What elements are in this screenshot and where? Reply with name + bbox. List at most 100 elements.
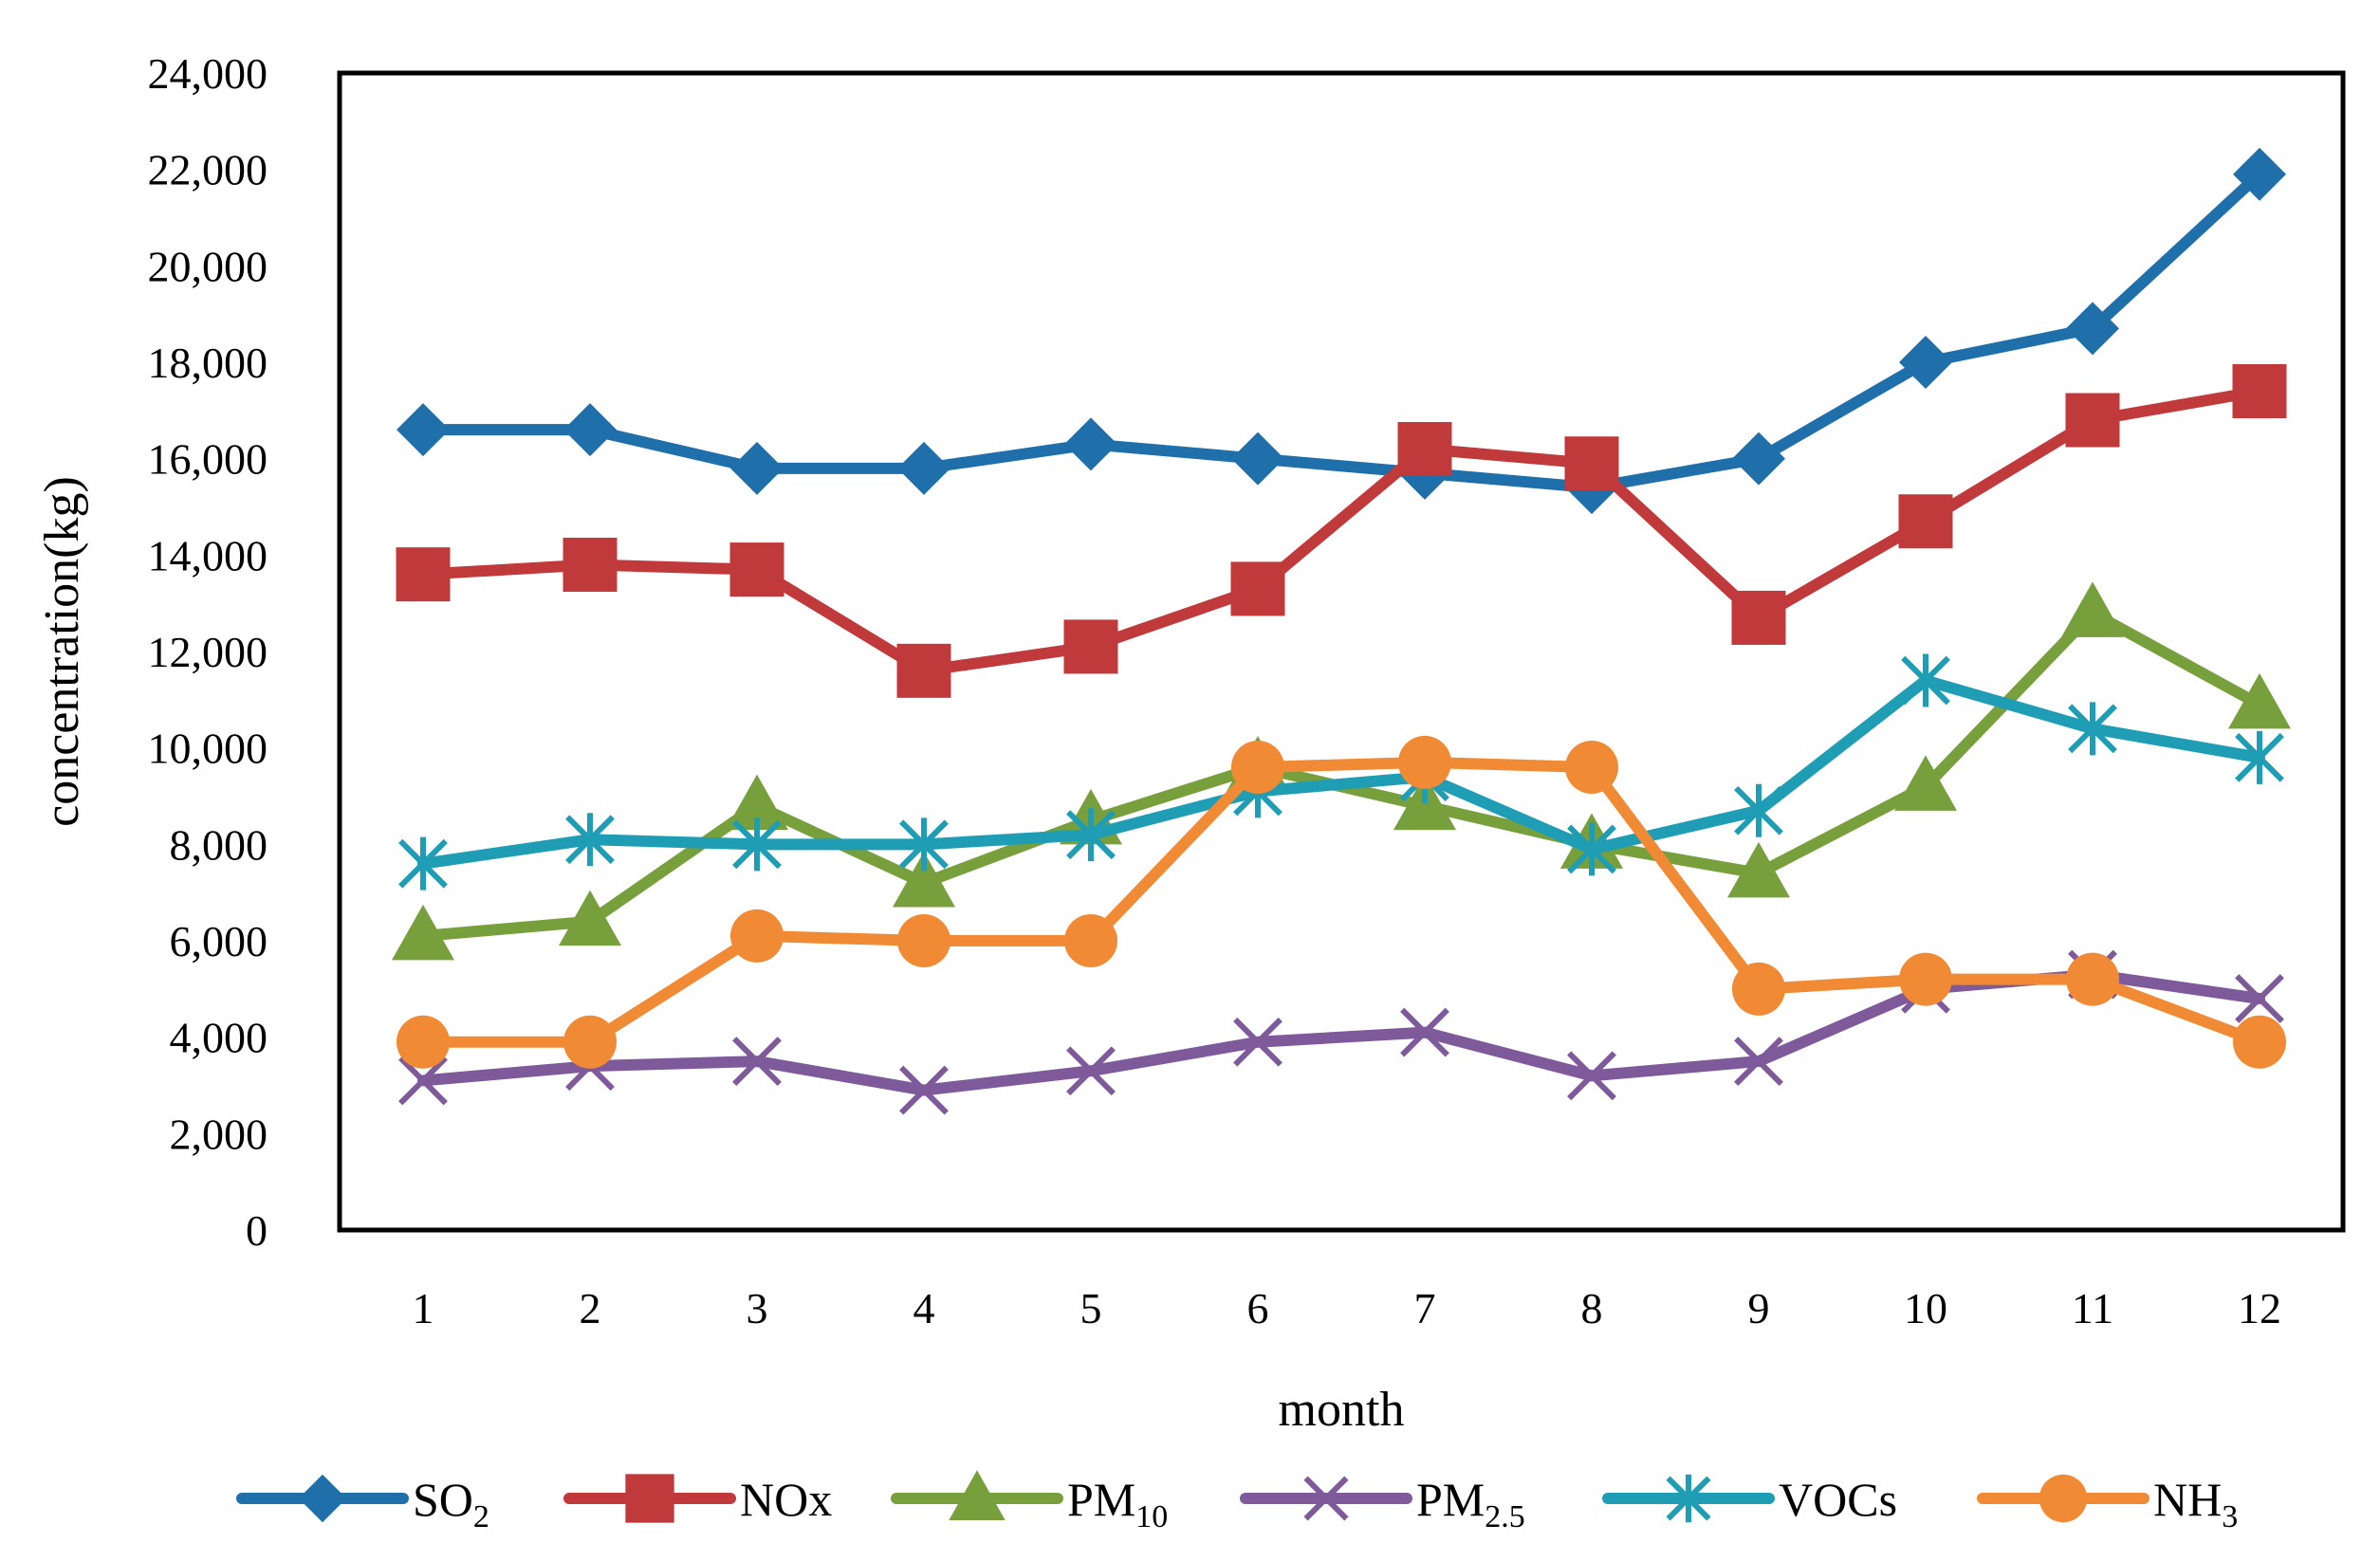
y-tick-label: 24,000 bbox=[148, 49, 268, 98]
data-point bbox=[2065, 393, 2120, 448]
series-line bbox=[417, 385, 2265, 677]
data-point bbox=[1899, 336, 1952, 389]
x-tick-label: 6 bbox=[1247, 1284, 1269, 1332]
data-point bbox=[2235, 974, 2284, 1023]
legend-label: NH3 bbox=[2153, 1473, 2238, 1534]
legend-marker bbox=[2039, 1474, 2088, 1523]
data-point bbox=[1064, 417, 1117, 471]
data-point bbox=[2233, 147, 2286, 201]
data-point bbox=[2235, 730, 2284, 784]
legend-label-main: PM bbox=[1067, 1473, 1135, 1526]
series-line bbox=[417, 756, 2265, 1048]
legend-marker bbox=[949, 1470, 1006, 1520]
legend: SO2 NOx PM10 PM2.5 VOCs NH3 bbox=[236, 1470, 2238, 1534]
series-nox bbox=[396, 364, 2287, 698]
series-line bbox=[417, 168, 2265, 494]
data-point bbox=[1231, 432, 1284, 486]
y-axis-title: concentration(kg) bbox=[35, 476, 89, 827]
data-point bbox=[732, 817, 782, 872]
x-tick-label: 1 bbox=[413, 1284, 434, 1332]
data-point bbox=[1734, 1037, 1783, 1087]
plot-area-frame bbox=[337, 70, 2346, 1233]
legend-item: VOCs bbox=[1602, 1473, 1897, 1526]
legend-item: PM2.5 bbox=[1240, 1473, 1525, 1534]
legend-label-main: SO bbox=[413, 1473, 473, 1526]
legend-label-sub: 3 bbox=[2222, 1499, 2238, 1534]
y-axis: 0 2,000 4,000 6,000 8,000 10,000 12,000 14,000 1… bbox=[148, 49, 268, 1255]
data-point bbox=[1063, 619, 1118, 674]
series-layer bbox=[392, 147, 2291, 1115]
data-point bbox=[1734, 783, 1783, 837]
y-tick-label: 0 bbox=[246, 1206, 268, 1255]
legend-label: PM10 bbox=[1067, 1473, 1168, 1534]
data-point bbox=[899, 1065, 949, 1115]
data-point bbox=[730, 441, 784, 495]
data-point bbox=[1894, 755, 1957, 811]
data-point bbox=[1732, 432, 1785, 486]
y-tick-label: 2,000 bbox=[170, 1110, 268, 1158]
data-point bbox=[730, 909, 784, 963]
legend-label-main: NH bbox=[2153, 1473, 2222, 1526]
legend-label: PM2.5 bbox=[1416, 1473, 1525, 1534]
data-point bbox=[2233, 1015, 2286, 1069]
x-tick-label: 12 bbox=[2238, 1284, 2281, 1332]
x-tick-label: 10 bbox=[1904, 1284, 1947, 1332]
series-pm10 bbox=[392, 581, 2291, 961]
data-point bbox=[896, 643, 951, 698]
y-tick-label: 14,000 bbox=[148, 531, 268, 579]
data-point bbox=[1901, 653, 1950, 707]
legend-label: NOx bbox=[740, 1473, 832, 1526]
data-point bbox=[893, 852, 955, 908]
series-nh3 bbox=[397, 735, 2286, 1069]
data-point bbox=[1231, 741, 1284, 794]
data-point bbox=[392, 904, 454, 961]
series-line bbox=[417, 674, 2265, 870]
legend-label: VOCs bbox=[1779, 1473, 1897, 1526]
data-point bbox=[1567, 1051, 1616, 1101]
y-tick-label: 18,000 bbox=[148, 339, 268, 387]
x-axis: 1 2 3 4 5 6 7 8 9 10 11 12 bbox=[413, 1284, 2282, 1332]
data-point bbox=[398, 836, 448, 891]
y-tick-label: 16,000 bbox=[148, 435, 268, 484]
y-tick-label: 8,000 bbox=[170, 820, 268, 869]
data-point bbox=[563, 538, 618, 592]
x-tick-label: 7 bbox=[1414, 1284, 1436, 1332]
y-tick-label: 20,000 bbox=[148, 242, 268, 290]
data-point bbox=[2228, 672, 2291, 729]
y-tick-label: 10,000 bbox=[148, 725, 268, 773]
legend-label-main: NOx bbox=[740, 1473, 832, 1526]
x-tick-label: 8 bbox=[1581, 1284, 1603, 1332]
data-point bbox=[1898, 494, 1953, 549]
data-point bbox=[1066, 1046, 1116, 1096]
y-tick-label: 6,000 bbox=[170, 917, 268, 965]
data-point bbox=[1230, 561, 1285, 616]
data-point bbox=[1899, 952, 1952, 1006]
legend-marker bbox=[1303, 1476, 1349, 1521]
data-point bbox=[726, 774, 788, 831]
data-point bbox=[1564, 436, 1619, 491]
legend-marker bbox=[1666, 1474, 1711, 1523]
legend-label-sub: 2.5 bbox=[1485, 1499, 1525, 1534]
data-point bbox=[1567, 822, 1616, 876]
x-tick-label: 11 bbox=[2072, 1284, 2113, 1332]
data-point bbox=[1400, 1007, 1449, 1057]
data-point bbox=[397, 1015, 450, 1069]
data-point bbox=[398, 1056, 448, 1106]
legend-marker bbox=[298, 1474, 347, 1523]
x-tick-label: 3 bbox=[747, 1284, 768, 1332]
y-tick-label: 4,000 bbox=[170, 1014, 268, 1062]
data-point bbox=[1731, 590, 1786, 645]
data-point bbox=[396, 547, 451, 602]
data-point bbox=[1732, 962, 1785, 1016]
series-so2 bbox=[397, 147, 2286, 515]
data-point bbox=[1064, 914, 1117, 967]
legend-label-sub: 2 bbox=[473, 1499, 489, 1534]
y-tick-label: 22,000 bbox=[148, 146, 268, 194]
x-tick-label: 5 bbox=[1080, 1284, 1102, 1332]
legend-label-main: VOCs bbox=[1779, 1473, 1897, 1526]
legend-item: NOx bbox=[563, 1473, 832, 1526]
data-point bbox=[897, 914, 950, 967]
legend-label-main: PM bbox=[1416, 1473, 1485, 1526]
data-point bbox=[732, 1037, 782, 1087]
